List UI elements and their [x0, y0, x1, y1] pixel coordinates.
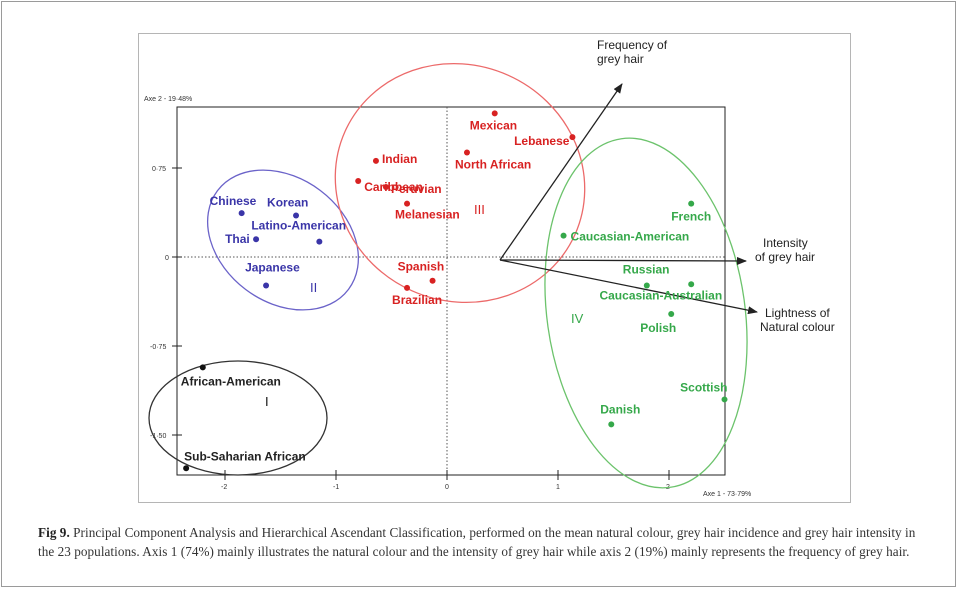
data-point — [668, 310, 675, 317]
data-point — [183, 465, 190, 472]
data-point — [199, 364, 206, 371]
data-point-label: Caucasian-American — [571, 230, 690, 244]
x-axis: -2 -1 0 1 2 Axe 1 - 73·79% — [221, 470, 751, 498]
y-tick-label: 0·75 — [152, 166, 166, 173]
plot-area — [176, 106, 726, 476]
cluster-III-ellipse — [334, 62, 586, 304]
data-point-label: Peruvian — [391, 182, 442, 196]
y-tick-label: -1·50 — [150, 433, 166, 440]
data-point-label: Melanesian — [395, 208, 460, 222]
y-axis-label: Axe 2 - 19·48% — [144, 96, 192, 103]
vector-lightness — [499, 259, 758, 315]
data-point — [404, 284, 411, 291]
vector-label-line: Natural colour — [760, 320, 835, 334]
points-layer: African-American Sub-Saharian African Chin… — [181, 110, 728, 472]
data-point-label: Latino-American — [251, 219, 346, 233]
x-tick-label: -1 — [333, 484, 339, 491]
data-point — [316, 238, 323, 245]
data-point-label: Scottish — [680, 380, 727, 394]
caption-label: Fig 9. — [38, 525, 70, 540]
y-axis: 0·75 0 -0·75 -1·50 Axe 2 - 19·48% — [144, 96, 192, 440]
data-point — [238, 210, 245, 217]
figure-caption: Fig 9. Principal Component Analysis and … — [38, 523, 928, 561]
x-tick-label: 1 — [556, 484, 560, 491]
vector-label-intensity: Intensity of grey hair — [755, 236, 815, 264]
data-point-label: Caucasian-Australian — [599, 288, 722, 302]
data-point — [263, 282, 270, 289]
cluster-label-III: III — [474, 202, 485, 217]
vector-label-line: Lightness of — [765, 306, 830, 320]
data-point-label: French — [671, 210, 711, 224]
data-point — [355, 178, 362, 185]
x-tick-label: -2 — [221, 484, 227, 491]
data-point — [643, 282, 650, 289]
data-point — [293, 212, 300, 219]
data-point — [429, 277, 436, 284]
data-point — [491, 110, 498, 117]
x-axis-label: Axe 1 - 73·79% — [703, 491, 751, 498]
x-tick-label: 0 — [445, 484, 449, 491]
vector-label-line: grey hair — [597, 52, 644, 66]
y-tick-label: -0·75 — [150, 344, 166, 351]
data-point-label: Korean — [267, 195, 308, 209]
vector-frequency — [499, 83, 623, 261]
vector-intensity — [499, 256, 747, 265]
data-point-label: Spanish — [398, 260, 445, 274]
data-point-label: Mexican — [470, 118, 517, 132]
data-point-label: Brazilian — [392, 293, 442, 307]
data-point-label: Russian — [623, 262, 670, 276]
cluster-II-ellipse — [206, 169, 360, 311]
data-point-label: Polish — [640, 321, 676, 335]
cluster-label-II: II — [310, 280, 317, 295]
vector-label-lightness: Lightness of Natural colour — [760, 306, 835, 334]
vector-label-line: of grey hair — [755, 250, 815, 264]
data-point — [560, 232, 567, 239]
data-point — [463, 149, 470, 156]
data-point-label: Indian — [382, 152, 417, 166]
data-point — [382, 183, 389, 190]
data-point-label: Lebanese — [514, 134, 570, 148]
data-point-label: Caribbean — [364, 180, 423, 194]
data-point — [372, 157, 379, 164]
y-tick-label: 0 — [165, 255, 169, 262]
data-point-label: African-American — [181, 374, 281, 388]
figure-box — [138, 33, 851, 503]
cluster-I-ellipse — [148, 360, 328, 476]
vector-label-line: Frequency of — [597, 38, 668, 52]
vector-label-line: Intensity — [763, 236, 808, 250]
data-point — [688, 200, 695, 207]
cluster-IV-ellipse — [544, 137, 748, 489]
cluster-label-I: I — [265, 394, 269, 409]
vector-label-frequency: Frequency of grey hair — [597, 38, 668, 66]
data-point — [688, 281, 695, 288]
cluster-label-IV: IV — [571, 311, 584, 326]
data-point — [569, 134, 576, 141]
data-point-label: Chinese — [210, 194, 257, 208]
data-point — [721, 396, 728, 403]
data-point-label: Sub-Saharian African — [184, 449, 306, 463]
data-point-label: North African — [455, 158, 531, 172]
data-point-label: Japanese — [245, 260, 300, 274]
data-point — [608, 421, 615, 428]
pca-scatter-plot: 0·75 0 -0·75 -1·50 Axe 2 - 19·48% -2 -1 … — [144, 38, 835, 498]
caption-text: Principal Component Analysis and Hierarc… — [38, 525, 916, 559]
data-point — [253, 236, 260, 243]
data-point-label: Danish — [600, 402, 640, 416]
data-point — [404, 200, 411, 207]
data-point-label: Thai — [225, 232, 250, 246]
